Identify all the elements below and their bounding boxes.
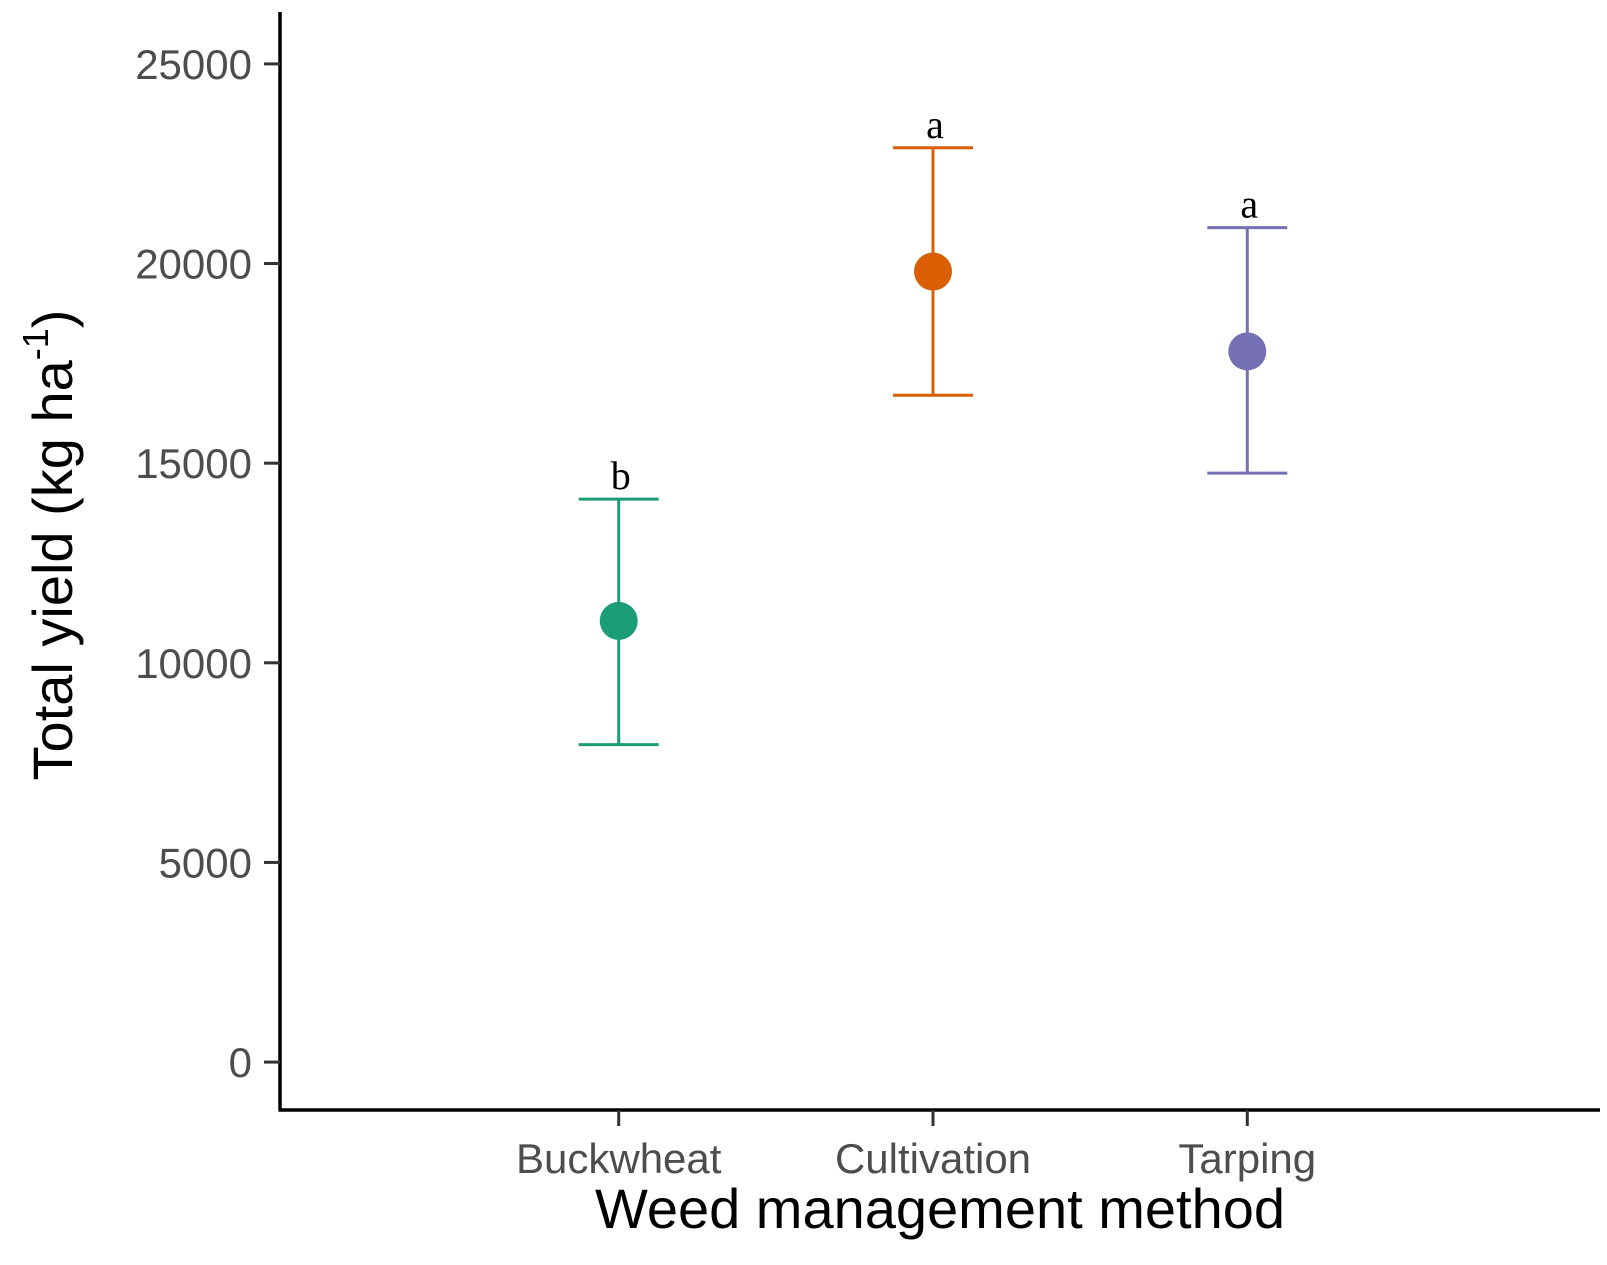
mean-point (599, 601, 638, 640)
y-axis-title-group: Total yield (kg ha-1) (15, 310, 84, 781)
y-tick-label: 0 (229, 1039, 252, 1086)
x-axis-title: Weed management method (595, 1177, 1285, 1240)
significance-letter: a (926, 102, 944, 147)
y-tick-label: 5000 (159, 839, 252, 886)
significance-letter: b (611, 453, 631, 498)
y-tick-label: 10000 (135, 640, 252, 687)
series: b a a (578, 102, 1288, 747)
mean-point (914, 252, 952, 291)
data-point-group: a (1207, 182, 1288, 475)
y-axis-title-main: Total yield (kg ha (21, 359, 84, 780)
mean-point (1228, 332, 1267, 371)
x-ticks: Buckwheat Cultivation Tarping (516, 1110, 1316, 1182)
y-axis-title-superscript: -1 (15, 328, 56, 360)
y-tick-label: 15000 (135, 440, 252, 487)
y-axis-title: Total yield (kg ha-1) (15, 310, 84, 781)
data-point-group: a (893, 102, 973, 397)
y-tick-label: 25000 (135, 41, 252, 88)
y-ticks: 0 5000 10000 15000 20000 25000 (135, 41, 280, 1086)
y-axis-title-close: ) (21, 310, 84, 329)
x-tick-label: Tarping (1178, 1135, 1316, 1182)
y-tick-label: 20000 (135, 241, 252, 288)
axes (278, 12, 1600, 1112)
data-point-group: b (578, 453, 659, 747)
x-tick-label: Buckwheat (516, 1135, 722, 1182)
x-tick-label: Cultivation (835, 1135, 1031, 1182)
significance-letter: a (1240, 182, 1258, 227)
